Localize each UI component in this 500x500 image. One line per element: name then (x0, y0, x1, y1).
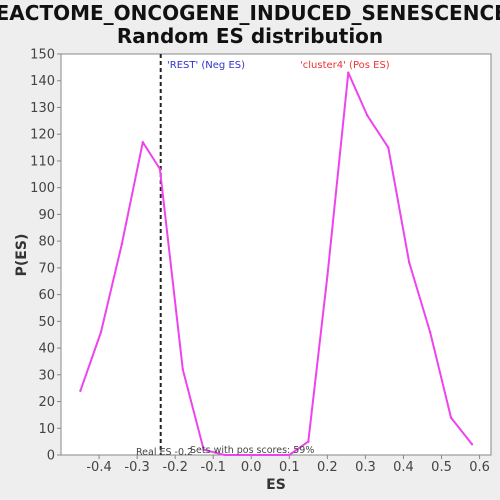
y-axis-label: P(ES) (14, 234, 30, 277)
x-axis-label: ES (266, 477, 286, 493)
x-tick-label: 0.5 (431, 460, 452, 475)
x-tick-label: -0.4 (86, 460, 111, 475)
neg-es-label: 'REST' (Neg ES) (167, 60, 245, 71)
y-tick-label: 140 (30, 74, 55, 89)
data-point (288, 453, 291, 457)
data-point (141, 141, 145, 144)
data-point (347, 71, 350, 74)
x-tick-label: 0.4 (393, 460, 414, 475)
chart-title-line-1: REACTOME_ONCOGENE_INDUCED_SENESCENCE: (0, 1, 500, 25)
y-tick-label: 10 (38, 422, 55, 437)
data-point (223, 453, 226, 457)
chart-title-line-2: Random ES distribution (117, 24, 383, 48)
y-tick-label: 100 (30, 181, 55, 196)
real-es-text: Real ES -0.2 (136, 447, 193, 458)
data-point (120, 242, 124, 246)
x-tick-label: 0.6 (469, 460, 490, 475)
data-point (428, 330, 432, 334)
y-tick-label: 150 (30, 48, 55, 63)
y-tick-label: 130 (30, 101, 55, 116)
series-group (79, 71, 474, 457)
y-tick-label: 50 (38, 315, 55, 330)
data-point (202, 448, 205, 451)
y-tick-label: 60 (38, 288, 55, 303)
data-point (307, 440, 310, 443)
x-tick-label: -0.3 (124, 460, 149, 475)
y-tick-label: 20 (38, 395, 55, 410)
series-line (79, 71, 473, 456)
data-point (366, 114, 369, 117)
y-tick-label: 80 (38, 235, 55, 250)
y-axis: 0 10 20 30 40 50 60 70 80 90 100 110 120 130 140 150 (30, 48, 61, 464)
pos-scores-text: Sets with pos scores: 59% (190, 445, 314, 456)
data-point (407, 261, 411, 264)
data-point (158, 167, 162, 171)
x-axis: -0.4 -0.3 -0.2 -0.1 0.0 0.1 0.2 0.3 0.4 0.5 0.6 (86, 455, 490, 475)
x-tick-label: -0.1 (201, 460, 226, 475)
y-tick-label: 110 (30, 154, 55, 169)
y-tick-label: 90 (38, 208, 55, 223)
x-tick-label: -0.2 (162, 460, 187, 475)
x-tick-label: 0.0 (241, 460, 262, 475)
y-tick-label: 70 (38, 261, 55, 276)
y-tick-label: 0 (47, 449, 55, 464)
data-point (79, 389, 82, 393)
data-point (387, 146, 390, 149)
data-point (470, 443, 474, 446)
data-point (99, 330, 103, 334)
y-tick-label: 40 (38, 342, 55, 357)
y-tick-label: 30 (38, 368, 55, 383)
x-tick-label: 0.1 (279, 460, 300, 475)
x-tick-label: 0.3 (355, 460, 376, 475)
x-tick-label: 0.2 (317, 460, 338, 475)
plot-area (60, 53, 492, 456)
data-point (181, 368, 184, 371)
data-point (449, 416, 453, 419)
y-tick-label: 120 (30, 128, 55, 143)
data-point (326, 274, 329, 278)
pos-es-label: 'cluster4' (Pos ES) (300, 60, 390, 71)
